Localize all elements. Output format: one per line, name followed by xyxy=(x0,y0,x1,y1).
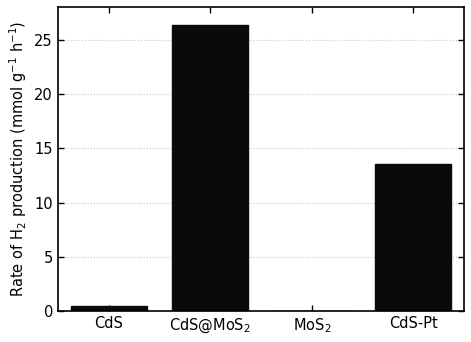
Bar xyxy=(71,306,146,312)
Y-axis label: Rate of H$_2$ production (mmol g$^{-1}$ h$^{-1}$): Rate of H$_2$ production (mmol g$^{-1}$ … xyxy=(7,21,29,298)
Bar xyxy=(375,163,451,312)
Bar xyxy=(172,25,248,312)
